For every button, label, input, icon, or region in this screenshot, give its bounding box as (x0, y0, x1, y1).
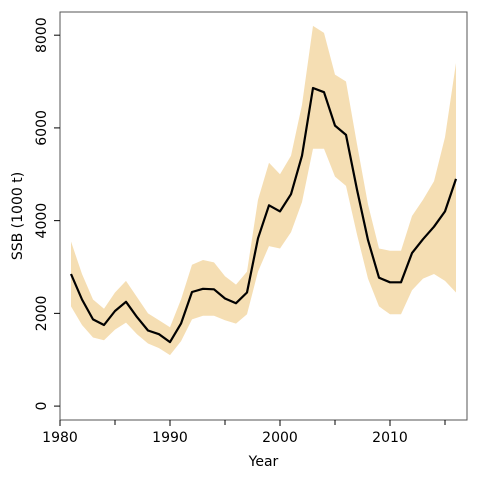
y-tick-label: 4000 (34, 203, 50, 239)
x-tick-label: 2000 (262, 430, 298, 446)
x-tick-label: 1990 (152, 430, 188, 446)
x-tick-label: 1980 (42, 430, 78, 446)
x-tick-label: 2010 (372, 430, 408, 446)
plot-area (69, 25, 458, 356)
y-tick-label: 2000 (34, 296, 50, 332)
x-axis-label: Year (248, 454, 279, 470)
y-tick-label: 8000 (34, 17, 50, 53)
ssb-line (69, 86, 458, 344)
y-axis-label: SSB (1000 t) (10, 172, 26, 260)
plot-frame (59, 11, 468, 421)
axes: 1980 1990 2000 2010 0 2000 4000 6000 8000 (34, 11, 468, 446)
confidence-band (71, 25, 456, 356)
y-tick-label: 0 (34, 402, 50, 411)
y-tick-label: 6000 (34, 110, 50, 146)
